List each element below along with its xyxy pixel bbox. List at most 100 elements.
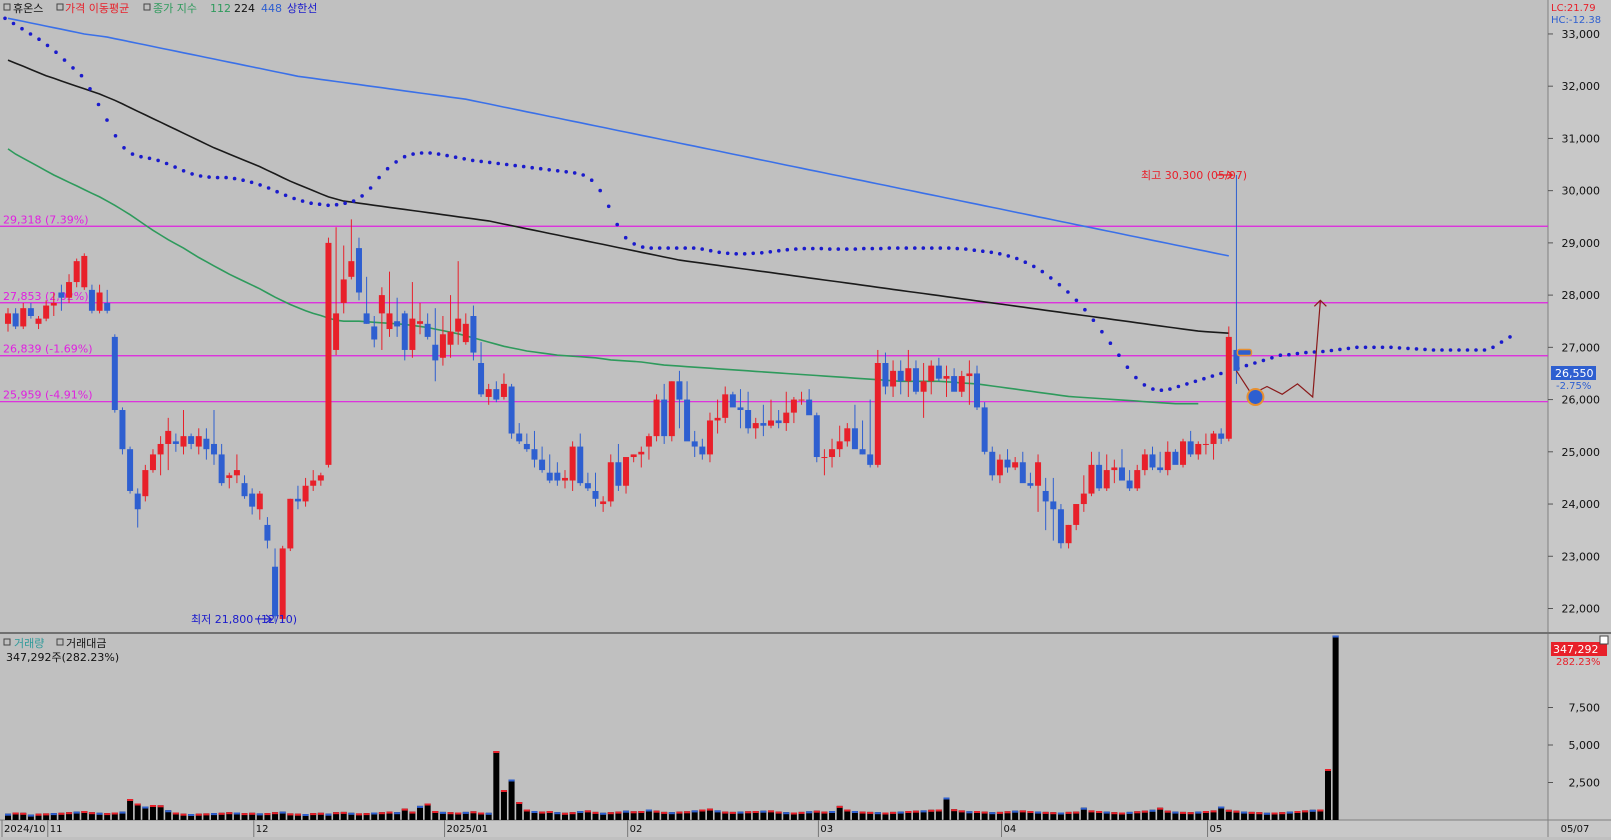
candle-body[interactable] [1004, 459, 1011, 468]
candle-body[interactable] [890, 370, 897, 387]
volume-bar[interactable] [35, 813, 42, 820]
candle-body[interactable] [439, 334, 446, 358]
volume-bar[interactable] [851, 811, 858, 820]
candle-body[interactable] [386, 313, 393, 330]
volume-bar[interactable] [188, 814, 195, 820]
volume-bar[interactable] [798, 811, 805, 820]
volume-bar[interactable] [1241, 811, 1248, 820]
volume-bar[interactable] [569, 812, 576, 820]
candle-body[interactable] [211, 443, 218, 455]
volume-bar[interactable] [233, 812, 240, 821]
candle-body[interactable] [157, 443, 164, 455]
volume-bar[interactable] [1027, 811, 1034, 820]
candle-body[interactable] [684, 399, 691, 442]
candle-body[interactable] [348, 261, 355, 277]
volume-bar[interactable] [890, 811, 897, 820]
volume-bar[interactable] [630, 811, 637, 820]
volume-bar[interactable] [882, 812, 889, 821]
legend-box-icon[interactable] [56, 638, 64, 646]
candle-body[interactable] [294, 498, 301, 502]
candle-body[interactable] [821, 457, 828, 459]
volume-bar[interactable] [1050, 812, 1057, 820]
volume-bar[interactable] [935, 809, 942, 821]
candle-body[interactable] [745, 410, 752, 429]
close-pane-icon[interactable] [1599, 635, 1609, 645]
candle-body[interactable] [1111, 467, 1118, 471]
candle-body[interactable] [119, 410, 126, 450]
volume-bar[interactable] [340, 811, 347, 820]
price-marker-icon[interactable] [1236, 348, 1253, 357]
volume-bar[interactable] [325, 813, 332, 820]
candle-body[interactable] [394, 321, 401, 327]
volume-bar[interactable] [394, 812, 401, 820]
volume-bar[interactable] [256, 813, 263, 820]
candle-body[interactable] [722, 394, 729, 418]
volume-bar[interactable] [539, 811, 546, 820]
candle-body[interactable] [981, 407, 988, 452]
candle-body[interactable] [302, 485, 309, 502]
candle-body[interactable] [493, 389, 500, 400]
volume-bar[interactable] [27, 814, 34, 820]
volume-bar[interactable] [1035, 811, 1042, 820]
volume-bar[interactable] [768, 810, 774, 820]
volume-bar[interactable] [996, 811, 1003, 820]
candle-body[interactable] [12, 313, 19, 327]
volume-bar[interactable] [1180, 811, 1187, 820]
volume-bar[interactable] [134, 803, 141, 821]
candle-body[interactable] [1164, 451, 1171, 471]
candle-body[interactable] [943, 376, 950, 379]
candle-body[interactable] [1118, 467, 1125, 481]
volume-bar[interactable] [1172, 811, 1179, 820]
candle-body[interactable] [935, 365, 942, 379]
candle-body[interactable] [5, 313, 11, 324]
candle-body[interactable] [35, 318, 42, 324]
candle-body[interactable] [203, 438, 210, 450]
candle-body[interactable] [539, 459, 546, 471]
candle-body[interactable] [249, 493, 256, 507]
volume-bar[interactable] [844, 809, 851, 821]
volume-bar[interactable] [1065, 811, 1072, 820]
volume-bar[interactable] [1103, 811, 1110, 820]
candle-body[interactable] [470, 316, 477, 353]
volume-bar[interactable] [1279, 812, 1286, 820]
volume-bar[interactable] [211, 813, 218, 820]
candle-body[interactable] [1225, 336, 1232, 439]
volume-bar[interactable] [813, 810, 820, 820]
candle-body[interactable] [615, 462, 622, 486]
candle-body[interactable] [1065, 524, 1072, 544]
candle-body[interactable] [874, 363, 881, 465]
candle-body[interactable] [73, 261, 80, 283]
candle-body[interactable] [989, 451, 996, 476]
candle-body[interactable] [188, 436, 195, 444]
candle-body[interactable] [798, 399, 805, 401]
candle-body[interactable] [1172, 451, 1179, 465]
volume-bar[interactable] [310, 813, 317, 820]
volume-bar[interactable] [661, 811, 668, 820]
candle-body[interactable] [714, 417, 721, 421]
volume-bar[interactable] [653, 810, 660, 820]
candle-body[interactable] [531, 449, 538, 460]
volume-bar[interactable] [1332, 635, 1339, 821]
candle-body[interactable] [226, 475, 233, 478]
candle-body[interactable] [462, 323, 469, 343]
volume-bar[interactable] [729, 811, 736, 820]
volume-bar[interactable] [1187, 812, 1194, 820]
volume-bar[interactable] [1141, 810, 1148, 820]
candle-body[interactable] [111, 336, 118, 411]
candle-body[interactable] [958, 376, 965, 392]
volume-bar[interactable] [790, 812, 797, 821]
candle-body[interactable] [1073, 504, 1080, 525]
volume-bar[interactable] [424, 803, 431, 821]
volume-bar[interactable] [1210, 810, 1217, 820]
volume-bar[interactable] [905, 811, 912, 820]
candle-body[interactable] [600, 501, 607, 505]
candle-body[interactable] [310, 480, 317, 486]
candle-body[interactable] [66, 282, 73, 298]
volume-bar[interactable] [668, 812, 675, 820]
candle-body[interactable] [340, 279, 347, 303]
volume-bar[interactable] [989, 812, 996, 820]
candle-body[interactable] [500, 383, 507, 397]
candle-body[interactable] [516, 433, 523, 442]
legend-box-icon[interactable] [3, 3, 11, 11]
candle-body[interactable] [920, 381, 927, 392]
